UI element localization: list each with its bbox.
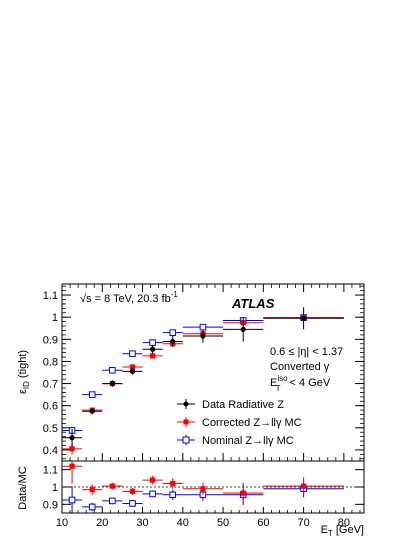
data-corrected-z-ll-mc-point: [89, 487, 95, 493]
main-y-tick-label: 0.4: [43, 445, 58, 457]
data-radiative-z-point: [301, 315, 307, 321]
data-radiative-z-point: [129, 368, 136, 374]
data-radiative-z-point: [69, 435, 75, 441]
nominal-z-ll-mc-point: [199, 323, 207, 331]
data-nominal-z-ll-mc-point: [68, 496, 76, 504]
data-nominal-z-ll-mc-point: [149, 490, 156, 498]
x-tick-label: 40: [177, 517, 189, 529]
x-tick-label: 70: [297, 517, 309, 529]
legend-label-data: Data Radiative Z: [202, 399, 284, 411]
legend-label-nominal: Nominal Z→llγ MC: [202, 435, 294, 447]
x-tick-label: 80: [338, 517, 350, 529]
tick-labels: 10 20 30 40 50 60 70 80 0.4 0.5 0.6 0.7 0.8 0.9 1 1.1 0.…: [43, 290, 350, 529]
data-nominal-z-ll-mc-point: [109, 497, 116, 505]
data-corrected-z-ll-mc-point: [69, 463, 75, 469]
main-y-axis-title: εID (tight): [17, 350, 31, 394]
data-radiative-z-point: [200, 333, 206, 339]
x-tick-label: 30: [136, 517, 148, 529]
legend-marker-nominal: [182, 436, 190, 444]
atlas-label: ATLAS: [231, 296, 275, 311]
nominal-z-ll-mc-point: [109, 366, 116, 374]
main-y-tick-label: 0.5: [43, 423, 58, 435]
isolation-label: Eiso T < 4 GeV: [270, 374, 331, 393]
main-data-points: [62, 307, 344, 455]
main-y-tick-label: 0.7: [43, 379, 58, 391]
ratio-y-tick-label: 1: [52, 482, 58, 494]
nominal-z-ll-mc-point: [169, 329, 177, 336]
legend-entry-nominal: Nominal Z→llγ MC: [177, 435, 294, 447]
nominal-z-ll-mc-point: [149, 339, 156, 346]
main-y-tick-label: 0.9: [43, 334, 58, 346]
data-radiative-z-point: [240, 326, 246, 332]
legend-label-corrected: Corrected Z→llγ MC: [202, 417, 302, 429]
legend-entry-data: Data Radiative Z: [177, 399, 284, 411]
ratio-y-axis-title: Data/MC: [17, 466, 29, 509]
data-corrected-z-ll-mc-point: [200, 486, 206, 492]
corrected-z-ll-mc-point: [129, 364, 136, 370]
x-axis-title: ET [GeV]: [321, 524, 364, 537]
main-y-tick-label: 1.1: [43, 290, 58, 302]
main-y-tick-label: 1: [52, 312, 58, 324]
data-radiative-z-point: [89, 408, 95, 414]
data-corrected-z-ll-mc-point: [240, 490, 246, 496]
data-nominal-z-ll-mc-point: [169, 491, 177, 499]
conversion-label: Converted γ: [270, 361, 330, 373]
main-y-tick-label: 0.8: [43, 356, 58, 368]
legend: Data Radiative Z Corrected Z→llγ MC Nomi…: [177, 399, 302, 447]
eta-range-label: 0.6 ≤ |η| < 1.37: [270, 346, 343, 358]
data-nominal-z-ll-mc-point: [129, 500, 136, 507]
x-tick-label: 60: [257, 517, 269, 529]
data-corrected-z-ll-mc-point: [301, 483, 307, 489]
ratio-y-tick-label: 1.1: [43, 465, 58, 477]
data-radiative-z-point: [150, 346, 156, 352]
data-nominal-z-ll-mc-point: [88, 503, 96, 511]
corrected-z-ll-mc-point: [69, 446, 75, 452]
data-radiative-z-point: [170, 338, 176, 345]
x-tick-label: 20: [96, 517, 108, 529]
x-tick-label: 50: [217, 517, 229, 529]
legend-marker-corrected: [183, 419, 189, 425]
corrected-z-ll-mc-point: [150, 353, 156, 359]
x-tick-label: 10: [56, 517, 68, 529]
legend-entry-corrected: Corrected Z→llγ MC: [177, 417, 302, 429]
ratio-data-points: [62, 461, 344, 513]
legend-marker-data: [183, 401, 189, 407]
energy-luminosity-label: √s = 8 TeV, 20.3 fb-1: [80, 290, 178, 305]
ratio-y-tick-label: 0.9: [43, 499, 58, 511]
nominal-z-ll-mc-point: [129, 350, 136, 357]
data-corrected-z-ll-mc-point: [109, 483, 115, 489]
data-corrected-z-ll-mc-point: [150, 477, 156, 483]
data-corrected-z-ll-mc-point: [129, 488, 136, 494]
data-corrected-z-ll-mc-point: [170, 480, 176, 487]
nominal-z-ll-mc-point: [88, 391, 96, 398]
main-y-tick-label: 0.6: [43, 401, 58, 413]
data-radiative-z-point: [109, 380, 115, 387]
